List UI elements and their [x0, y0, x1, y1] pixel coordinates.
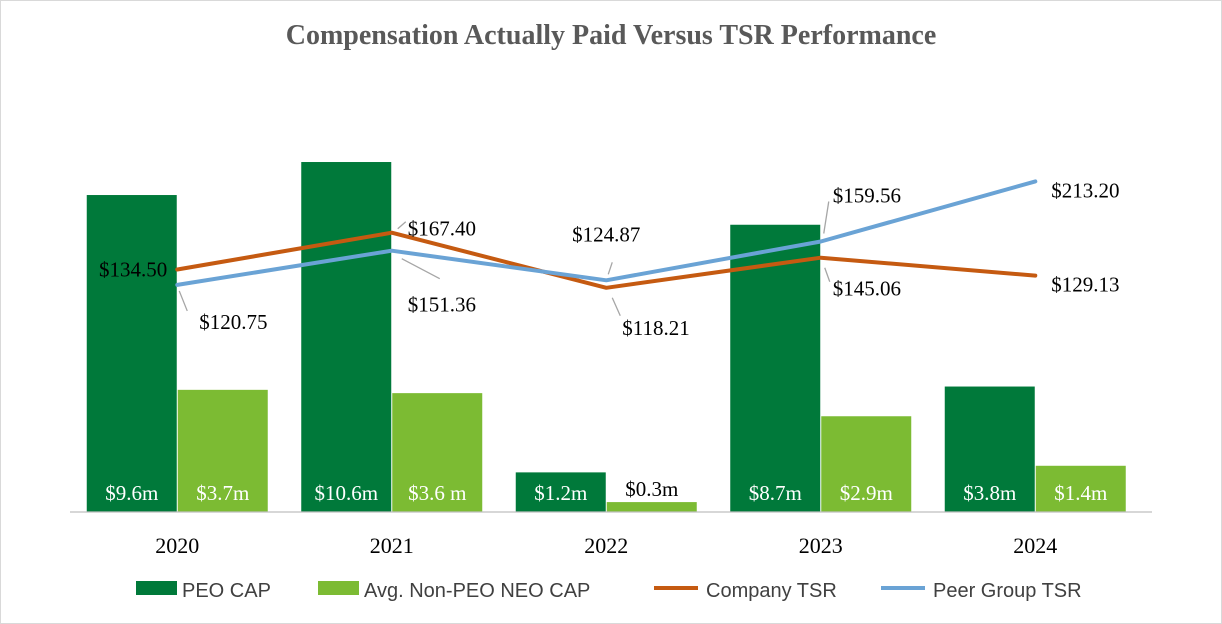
- leader-layer: [178, 201, 831, 317]
- leader-company-tsr-2022: [611, 297, 621, 317]
- legend-label-avg-non-peo-neo-cap: Avg. Non-PEO NEO CAP: [364, 580, 590, 602]
- bar-label-peo-cap-2020: $9.6m: [105, 481, 158, 505]
- line-company-tsr: [175, 230, 1038, 290]
- leader-company-tsr-2021: [397, 221, 407, 230]
- bar-label-peo-cap-2024: $3.8m: [963, 481, 1016, 505]
- legend-item-peer-group-tsr: Peer Group TSR: [881, 580, 1082, 602]
- bar-label-avg-non-peo-neo-cap-2023: $2.9m: [840, 481, 893, 505]
- x-tick-label-2024: 2024: [1013, 533, 1057, 558]
- x-tick-label-2020: 2020: [155, 533, 199, 558]
- leader-peer-group-tsr-2022: [607, 262, 613, 275]
- legend: PEO CAP Avg. Non-PEO NEO CAP Company TSR Pe…: [136, 580, 1082, 602]
- data-label-peer-group-tsr-2024: $213.20: [1051, 178, 1119, 202]
- data-label-company-tsr-2020: $134.50: [99, 258, 167, 282]
- bar-label-avg-non-peo-neo-cap-2021: $3.6 m: [408, 481, 466, 505]
- data-label-peer-group-tsr-2022: $124.87: [572, 222, 640, 246]
- legend-swatch-avg-non-peo-neo-cap: [318, 581, 359, 595]
- leader-peer-group-tsr-2021: [401, 258, 441, 280]
- data-label-company-tsr-2021: $167.40: [408, 217, 476, 241]
- data-label-peer-group-tsr-2023: $159.56: [833, 183, 901, 207]
- legend-label-company-tsr: Company TSR: [706, 580, 837, 602]
- bar-label-peo-cap-2022: $1.2m: [534, 481, 587, 505]
- bar-label-peo-cap-2021: $10.6m: [314, 481, 378, 505]
- leader-peer-group-tsr-2023: [823, 201, 830, 234]
- bar-label-avg-non-peo-neo-cap-2024: $1.4m: [1054, 481, 1107, 505]
- bar-label-avg-non-peo-neo-cap-2020: $3.7m: [196, 481, 249, 505]
- bar-layer: [86, 162, 1126, 512]
- bar-avg-non-peo-neo-cap-2021: [392, 393, 483, 512]
- x-tick-label-2023: 2023: [799, 533, 843, 558]
- legend-swatch-peo-cap: [136, 581, 177, 595]
- bar-peo-cap-2024: [944, 386, 1035, 512]
- data-label-peer-group-tsr-2020: $120.75: [199, 310, 267, 334]
- leader-company-tsr-2023: [824, 267, 831, 282]
- x-tick-label-2021: 2021: [370, 533, 414, 558]
- x-axis-ticks: 2020 2021 2022 2023 2024: [155, 533, 1057, 558]
- data-label-peer-group-tsr-2021: $151.36: [408, 293, 476, 317]
- legend-item-avg-non-peo-neo-cap: Avg. Non-PEO NEO CAP: [318, 580, 590, 602]
- data-label-company-tsr-2023: $145.06: [833, 277, 901, 301]
- legend-item-peo-cap: PEO CAP: [136, 580, 271, 602]
- bar-peo-cap-2020: [86, 195, 177, 512]
- line-layer: [175, 179, 1038, 290]
- bar-label-peo-cap-2023: $8.7m: [749, 481, 802, 505]
- bar-peo-cap-2023: [730, 224, 821, 512]
- legend-label-peer-group-tsr: Peer Group TSR: [933, 580, 1082, 602]
- line-peer-group-tsr: [175, 179, 1038, 287]
- leader-peer-group-tsr-2020: [178, 290, 188, 312]
- bar-peo-cap-2021: [301, 162, 392, 512]
- bar-avg-non-peo-neo-cap-2023: [821, 416, 912, 512]
- chart-title: Compensation Actually Paid Versus TSR Pe…: [286, 20, 937, 51]
- bar-avg-non-peo-neo-cap-2022: [606, 502, 697, 512]
- legend-label-peo-cap: PEO CAP: [182, 580, 271, 602]
- bar-avg-non-peo-neo-cap-2024: [1035, 465, 1126, 512]
- bar-label-avg-non-peo-neo-cap-2022: $0.3m: [625, 477, 678, 501]
- bar-peo-cap-2022: [515, 472, 606, 512]
- data-label-layer: $9.6m $10.6m $1.2m $8.7m $3.8m $3.7m $3.6 m $0.…: [99, 178, 1120, 505]
- x-tick-label-2022: 2022: [584, 533, 628, 558]
- data-label-company-tsr-2024: $129.13: [1051, 273, 1119, 297]
- data-label-company-tsr-2022: $118.21: [622, 316, 689, 340]
- legend-item-company-tsr: Company TSR: [654, 580, 837, 602]
- bar-avg-non-peo-neo-cap-2020: [177, 389, 268, 512]
